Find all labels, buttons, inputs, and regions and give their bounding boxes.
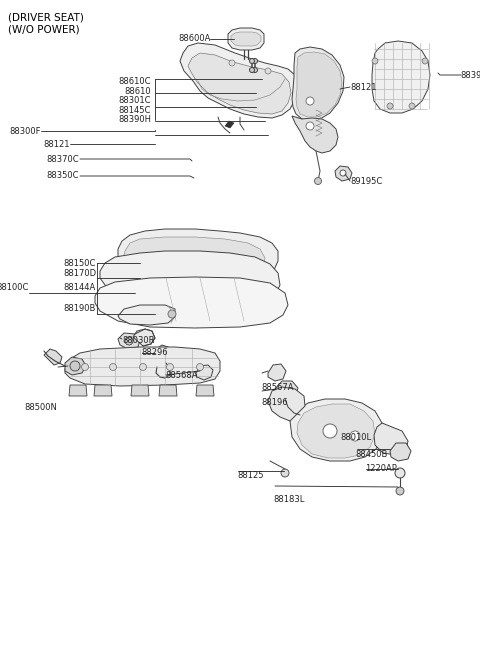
- Text: 88300F: 88300F: [9, 127, 41, 136]
- Circle shape: [387, 103, 393, 109]
- Text: 88121: 88121: [43, 140, 70, 149]
- Circle shape: [306, 97, 314, 105]
- Circle shape: [372, 58, 378, 64]
- Text: 88170D: 88170D: [63, 268, 96, 278]
- Polygon shape: [292, 116, 338, 153]
- Text: 88144A: 88144A: [64, 282, 96, 292]
- Polygon shape: [159, 385, 177, 396]
- Circle shape: [252, 68, 257, 72]
- Text: 1220AP: 1220AP: [365, 464, 396, 473]
- Polygon shape: [180, 43, 298, 118]
- Polygon shape: [297, 404, 375, 458]
- Circle shape: [250, 58, 254, 64]
- Text: 88600A: 88600A: [179, 34, 211, 44]
- Polygon shape: [152, 345, 170, 365]
- Text: 88030R: 88030R: [122, 336, 155, 346]
- Circle shape: [265, 68, 271, 74]
- Circle shape: [82, 364, 88, 370]
- Circle shape: [140, 364, 146, 370]
- Polygon shape: [268, 387, 305, 421]
- Polygon shape: [372, 41, 430, 113]
- Circle shape: [314, 178, 322, 185]
- Text: 88190B: 88190B: [64, 304, 96, 313]
- Circle shape: [306, 122, 314, 130]
- Polygon shape: [118, 333, 140, 349]
- Text: 88370C: 88370C: [47, 154, 79, 164]
- Circle shape: [250, 68, 254, 72]
- Circle shape: [409, 103, 415, 109]
- Polygon shape: [94, 385, 112, 396]
- Text: (W/O POWER): (W/O POWER): [8, 24, 80, 34]
- Polygon shape: [292, 47, 344, 121]
- Polygon shape: [268, 364, 286, 381]
- Circle shape: [350, 431, 360, 441]
- Text: 88568A: 88568A: [166, 371, 198, 380]
- Polygon shape: [196, 365, 213, 380]
- Polygon shape: [296, 52, 342, 117]
- Polygon shape: [225, 121, 234, 128]
- Polygon shape: [231, 32, 261, 46]
- Polygon shape: [290, 399, 382, 461]
- Text: 88350C: 88350C: [47, 171, 79, 180]
- Text: 88145C: 88145C: [119, 105, 151, 115]
- Text: 88301C: 88301C: [119, 96, 151, 105]
- Polygon shape: [65, 347, 220, 386]
- Circle shape: [281, 469, 289, 477]
- Polygon shape: [69, 385, 87, 396]
- Circle shape: [340, 170, 346, 176]
- Text: 88100C: 88100C: [0, 282, 29, 292]
- Text: 88610C: 88610C: [119, 77, 151, 87]
- Polygon shape: [133, 329, 155, 346]
- Polygon shape: [374, 423, 408, 455]
- Text: 88183L: 88183L: [274, 495, 305, 504]
- Polygon shape: [188, 53, 291, 114]
- Circle shape: [125, 337, 133, 345]
- Circle shape: [323, 424, 337, 438]
- Polygon shape: [275, 381, 298, 399]
- Text: 88196: 88196: [262, 398, 288, 407]
- Polygon shape: [228, 28, 264, 50]
- Polygon shape: [44, 349, 62, 365]
- Text: 88500N: 88500N: [25, 403, 58, 413]
- Text: 88121: 88121: [350, 83, 377, 92]
- Text: 89195C: 89195C: [350, 176, 383, 186]
- Polygon shape: [100, 251, 280, 306]
- Polygon shape: [335, 166, 352, 181]
- Polygon shape: [124, 237, 265, 278]
- Circle shape: [109, 364, 117, 370]
- Circle shape: [229, 60, 235, 66]
- Text: (DRIVER SEAT): (DRIVER SEAT): [8, 13, 84, 23]
- Text: 88610: 88610: [125, 87, 151, 96]
- Circle shape: [422, 58, 428, 64]
- Polygon shape: [196, 385, 214, 396]
- Circle shape: [196, 364, 204, 370]
- Text: 88150C: 88150C: [64, 258, 96, 268]
- Text: 88450B: 88450B: [355, 450, 387, 460]
- Polygon shape: [118, 305, 175, 325]
- Circle shape: [252, 58, 257, 64]
- Circle shape: [70, 361, 80, 371]
- Text: 88390N: 88390N: [461, 70, 480, 80]
- Circle shape: [395, 468, 405, 478]
- Circle shape: [396, 487, 404, 495]
- Polygon shape: [131, 385, 149, 396]
- Circle shape: [167, 364, 173, 370]
- Text: 88567A: 88567A: [262, 383, 294, 393]
- Circle shape: [168, 310, 176, 318]
- Text: 88125: 88125: [238, 470, 264, 480]
- Polygon shape: [118, 229, 278, 282]
- Polygon shape: [390, 443, 411, 461]
- Text: 88010L: 88010L: [341, 433, 372, 442]
- Polygon shape: [95, 277, 288, 328]
- Text: 88296: 88296: [142, 348, 168, 358]
- Text: 88390H: 88390H: [118, 115, 151, 124]
- Polygon shape: [65, 357, 86, 375]
